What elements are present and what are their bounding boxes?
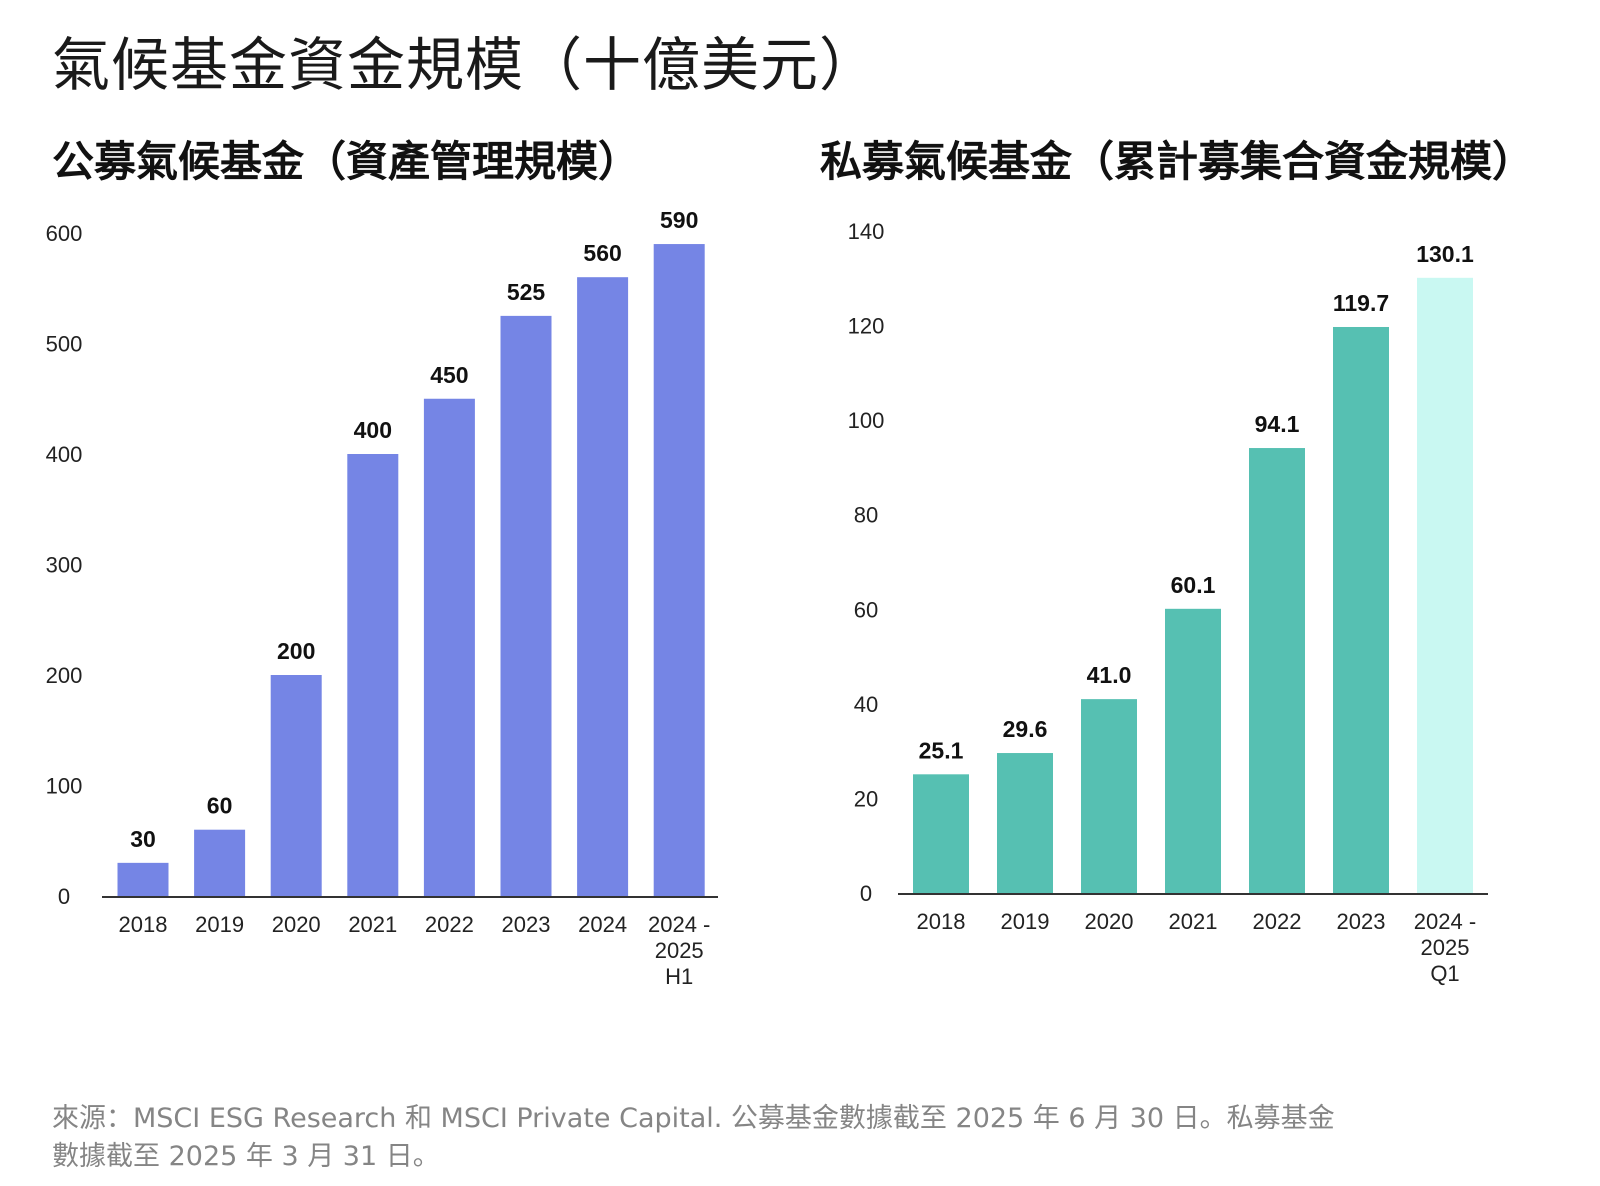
x-tick-label: 2020	[272, 912, 321, 937]
data-label: 560	[583, 240, 621, 266]
data-label: 119.7	[1333, 290, 1389, 316]
bar	[347, 454, 399, 896]
x-tick-label: 2023	[502, 912, 551, 937]
private-fund-chart-title: 私募氣候基金（累計募集合資金規模）	[820, 137, 1535, 186]
x-tick-label: 2019	[195, 912, 244, 937]
data-label: 200	[277, 638, 315, 664]
y-tick-label: 100	[848, 408, 885, 433]
x-tick-label: 2022	[425, 912, 474, 937]
data-label: 29.6	[1003, 716, 1048, 742]
source-line-2: 數據截至 2025 年 3 月 31 日。	[52, 1141, 440, 1172]
bar	[1417, 277, 1473, 893]
x-tick-label: 2021	[1169, 909, 1218, 934]
bar	[1081, 699, 1137, 893]
bar	[653, 244, 705, 897]
page-title: 氣候基金資金規模（十億美元）	[52, 31, 879, 99]
data-label: 590	[660, 207, 698, 233]
data-label: 94.1	[1255, 411, 1300, 437]
y-tick-label: 200	[46, 663, 83, 688]
bar	[1249, 448, 1305, 893]
bar	[1165, 608, 1221, 893]
y-tick-label: 120	[848, 314, 885, 339]
y-tick-label: 80	[854, 503, 878, 528]
data-label: 60	[207, 793, 233, 819]
source-footnote: 來源：MSCI ESG Research 和 MSCI Private Capi…	[52, 1100, 1472, 1176]
bar	[500, 315, 552, 896]
y-tick-label: 60	[854, 597, 878, 622]
y-tick-label: 100	[46, 774, 83, 799]
data-label: 41.0	[1087, 662, 1132, 688]
x-tick-label: 2021	[348, 912, 397, 937]
data-label: 25.1	[919, 737, 964, 763]
x-tick-label: 2024 -	[1414, 909, 1476, 934]
data-label: 450	[430, 362, 468, 388]
x-tick-label: 2023	[1337, 909, 1386, 934]
x-tick-label: 2018	[917, 909, 966, 934]
data-label: 130.1	[1416, 241, 1474, 267]
x-tick-label: 2024 -	[648, 912, 710, 937]
x-tick-label: Q1	[1430, 961, 1459, 986]
y-tick-label: 20	[854, 786, 878, 811]
data-label: 60.1	[1171, 572, 1216, 598]
x-tick-label: 2019	[1001, 909, 1050, 934]
x-tick-label: 2025	[655, 938, 704, 963]
x-tick-label: 2020	[1085, 909, 1134, 934]
bar	[117, 862, 169, 896]
y-tick-label: 0	[860, 881, 872, 906]
x-tick-label: 2025	[1421, 935, 1470, 960]
y-tick-label: 400	[46, 442, 83, 467]
y-tick-label: 500	[46, 332, 83, 357]
bar	[270, 675, 322, 896]
data-label: 30	[130, 826, 156, 852]
bar	[997, 753, 1053, 893]
data-label: 525	[507, 279, 546, 305]
y-tick-label: 300	[46, 553, 83, 578]
source-line-1: 來源：MSCI ESG Research 和 MSCI Private Capi…	[52, 1103, 1335, 1134]
bar	[913, 774, 969, 893]
public-fund-chart-title: 公募氣候基金（資產管理規模）	[52, 137, 641, 186]
x-tick-label: 2022	[1253, 909, 1302, 934]
bar	[577, 277, 629, 896]
bar	[194, 829, 246, 896]
bar	[1333, 326, 1389, 893]
bar	[423, 398, 475, 896]
y-tick-label: 600	[46, 221, 83, 246]
y-tick-label: 40	[854, 692, 878, 717]
x-tick-label: H1	[665, 964, 693, 989]
y-tick-label: 0	[58, 884, 70, 909]
x-tick-label: 2018	[119, 912, 168, 937]
x-tick-label: 2024	[578, 912, 627, 937]
y-tick-label: 140	[848, 219, 885, 244]
data-label: 400	[354, 417, 392, 443]
